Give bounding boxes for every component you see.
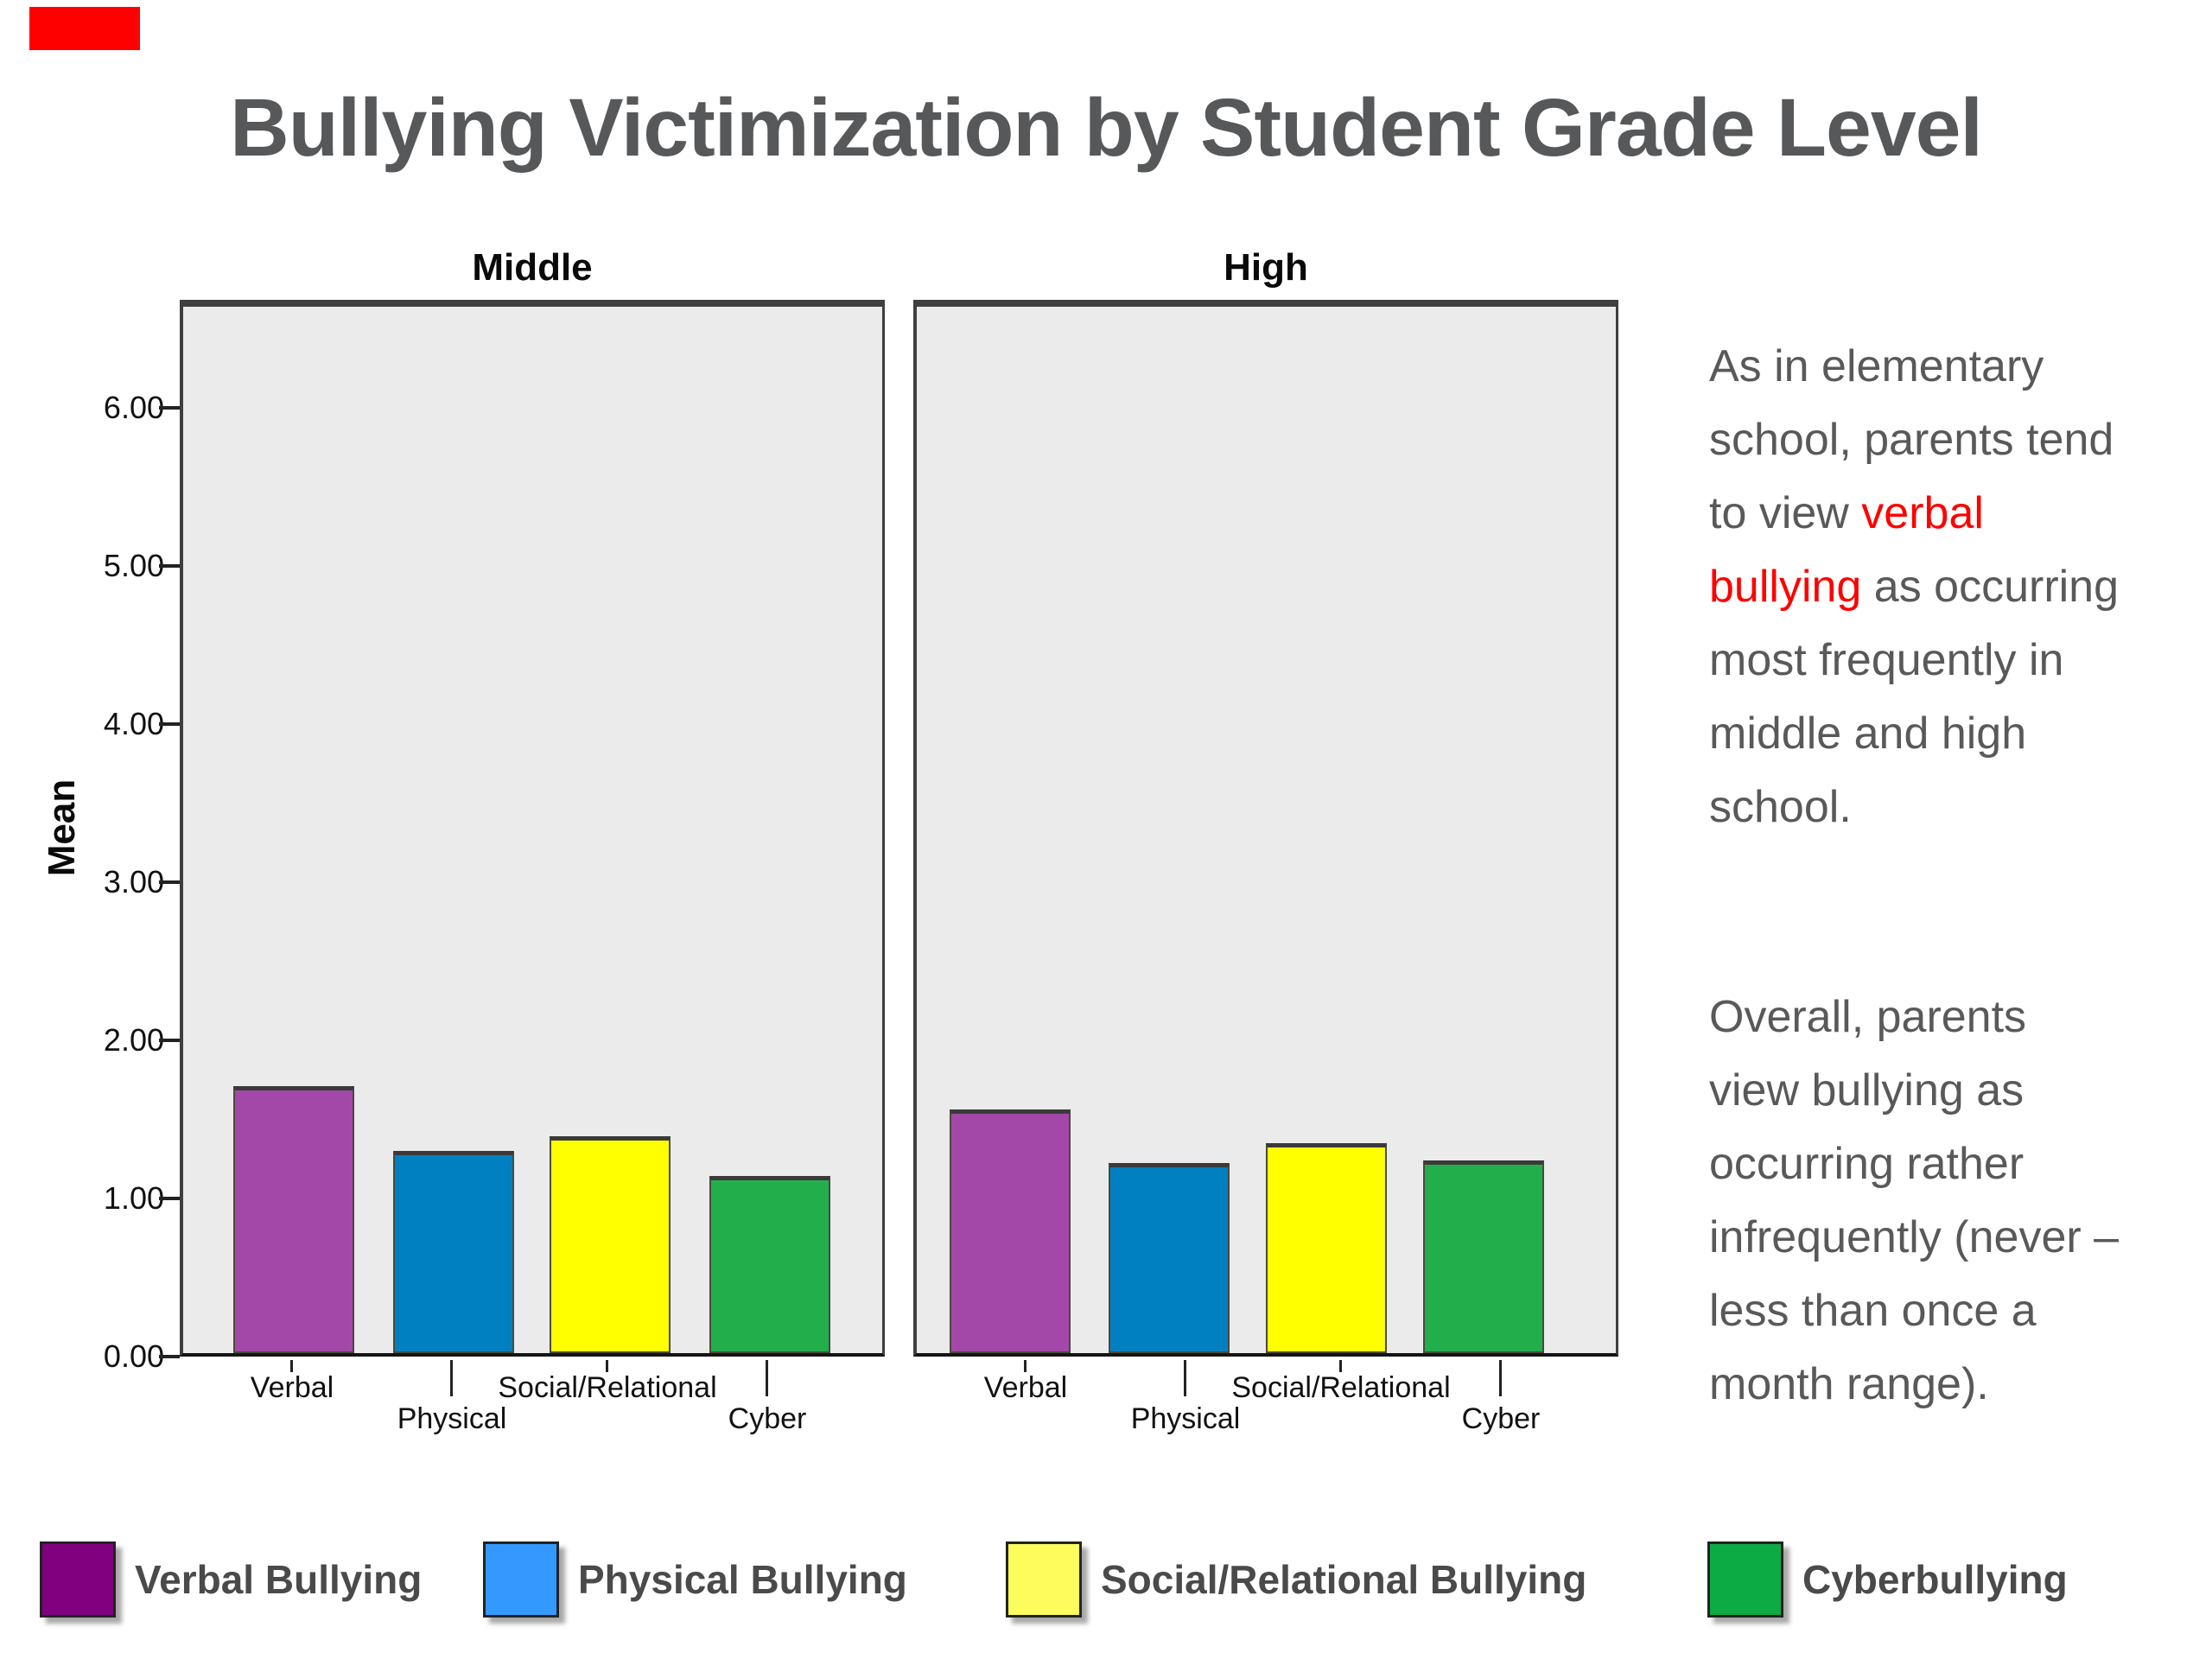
annotation-paragraph-2: Overall, parents view bullying as occurr… <box>1709 981 2206 1421</box>
annotation-line: most frequently in <box>1709 635 2064 685</box>
y-tick-label-2: 2.00 <box>103 1022 164 1058</box>
annotation-line: to view verbal <box>1709 488 1984 538</box>
annotation-line: occurring rather <box>1709 1139 2024 1189</box>
x-tick-mark <box>450 1360 453 1396</box>
y-tick-mark <box>159 406 180 410</box>
x-label-high-verbal: Verbal <box>983 1371 1068 1404</box>
panel-header-middle: Middle <box>472 246 593 289</box>
y-tick-mark <box>159 1355 180 1358</box>
x-tick-mark <box>606 1360 608 1372</box>
x-label-middle-social-relational: Social/Relational <box>498 1371 717 1404</box>
x-tick-mark <box>290 1360 293 1372</box>
annotation-line: infrequently (never – <box>1709 1212 2120 1262</box>
legend: Verbal Bullying Physical Bullying Social… <box>0 1541 2212 1624</box>
legend-label-verbal: Verbal Bullying <box>135 1557 423 1602</box>
bar-high-cyber <box>1423 1160 1544 1353</box>
y-tick-mark <box>159 722 180 726</box>
legend-item-cyberbullying: Cyberbullying <box>1707 1541 2068 1618</box>
annotation-line: month range). <box>1709 1359 1989 1409</box>
annotation-line: school, parents tend <box>1709 415 2114 465</box>
highlight-verbal: verbal <box>1861 488 1984 538</box>
y-tick-mark <box>159 1039 180 1042</box>
annotation-line: school. <box>1709 782 1852 832</box>
annotation-line: less than once a <box>1709 1286 2037 1336</box>
x-label-high-social-relational: Social/Relational <box>1231 1371 1451 1404</box>
page-title: Bullying Victimization by Student Grade … <box>230 82 1983 174</box>
y-tick-label-1: 1.00 <box>103 1180 164 1216</box>
legend-swatch-verbal <box>40 1541 116 1618</box>
annotation-paragraph-1: As in elementary school, parents tend to… <box>1709 330 2206 844</box>
x-label-middle-cyber: Cyber <box>728 1402 807 1435</box>
bar-high-social-relational <box>1266 1143 1387 1353</box>
annotation-line: middle and high <box>1709 709 2027 759</box>
y-tick-label-6: 6.00 <box>103 390 164 425</box>
x-label-middle-verbal: Verbal <box>250 1371 334 1404</box>
y-tick-mark <box>159 564 180 568</box>
bar-middle-social-relational <box>550 1136 671 1353</box>
x-tick-mark <box>766 1360 768 1396</box>
legend-label-cyberbullying: Cyberbullying <box>1802 1557 2068 1602</box>
y-tick-label-5: 5.00 <box>103 548 164 583</box>
legend-label-physical: Physical Bullying <box>578 1557 907 1602</box>
y-tick-label-0: 0.00 <box>103 1338 164 1374</box>
chart-panel-high <box>913 300 1618 1357</box>
bar-middle-cyber <box>709 1176 830 1353</box>
y-tick-label-3: 3.00 <box>103 864 164 899</box>
x-tick-mark <box>1024 1360 1027 1372</box>
legend-item-social-relational: Social/Relational Bullying <box>1006 1541 1586 1618</box>
panel-header-high: High <box>1224 246 1308 289</box>
x-tick-mark <box>1184 1360 1186 1396</box>
annotation-line: view bullying as <box>1709 1065 2024 1116</box>
y-tick-mark <box>159 1197 180 1200</box>
annotation-line: Overall, parents <box>1709 992 2027 1042</box>
corner-marker <box>29 7 140 50</box>
x-tick-mark <box>1499 1360 1502 1396</box>
x-label-high-physical: Physical <box>1130 1402 1241 1435</box>
legend-swatch-cyberbullying <box>1707 1541 1783 1618</box>
annotation-line: As in elementary <box>1709 341 2044 391</box>
annotation-line: bullying as occurring <box>1709 562 2120 612</box>
legend-item-verbal: Verbal Bullying <box>40 1541 422 1618</box>
x-label-middle-physical: Physical <box>397 1402 507 1435</box>
y-tick-mark <box>159 880 180 884</box>
x-tick-mark <box>1339 1360 1342 1372</box>
legend-item-physical: Physical Bullying <box>483 1541 907 1618</box>
y-axis-title: Mean <box>41 779 83 877</box>
highlight-bullying: bullying <box>1709 562 1862 612</box>
bar-high-physical <box>1109 1163 1230 1353</box>
y-tick-label-4: 4.00 <box>103 706 164 741</box>
chart-panel-middle <box>180 300 885 1357</box>
annotation-text: As in elementary school, parents tend to… <box>1709 330 2206 1421</box>
x-label-high-cyber: Cyber <box>1461 1402 1541 1435</box>
bar-middle-verbal <box>233 1086 354 1353</box>
legend-swatch-social-relational <box>1006 1541 1082 1618</box>
legend-label-social-relational: Social/Relational Bullying <box>1101 1557 1587 1602</box>
legend-swatch-physical <box>483 1541 559 1618</box>
bar-high-verbal <box>950 1109 1071 1353</box>
bar-middle-physical <box>393 1151 514 1353</box>
